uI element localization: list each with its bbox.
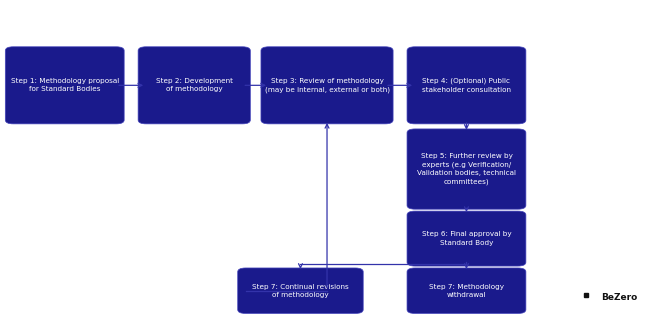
Text: Step 5: Further review by
experts (e.g Verification/
Validation bodies, technica: Step 5: Further review by experts (e.g V… (417, 153, 516, 185)
Text: Step 4: (Optional) Public
stakeholder consultation: Step 4: (Optional) Public stakeholder co… (422, 78, 511, 93)
FancyBboxPatch shape (407, 211, 526, 266)
FancyBboxPatch shape (407, 47, 526, 124)
Text: Step 3: Review of methodology
(may be internal, external or both): Step 3: Review of methodology (may be in… (264, 78, 390, 93)
Text: Step 6: Final approval by
Standard Body: Step 6: Final approval by Standard Body (422, 231, 511, 246)
FancyBboxPatch shape (238, 268, 363, 313)
FancyBboxPatch shape (138, 47, 250, 124)
Text: Step 1: Methodology proposal
for Standard Bodies: Step 1: Methodology proposal for Standar… (11, 78, 119, 93)
Text: BeZero: BeZero (601, 293, 637, 301)
Text: Step 2: Development
of methodology: Step 2: Development of methodology (156, 78, 232, 93)
Text: Step 7: Continual revisions
of methodology: Step 7: Continual revisions of methodolo… (252, 283, 349, 298)
FancyBboxPatch shape (5, 47, 124, 124)
FancyBboxPatch shape (407, 129, 526, 209)
FancyBboxPatch shape (261, 47, 393, 124)
Text: Step 7: Methodology
withdrawal: Step 7: Methodology withdrawal (429, 283, 504, 298)
FancyBboxPatch shape (407, 268, 526, 313)
